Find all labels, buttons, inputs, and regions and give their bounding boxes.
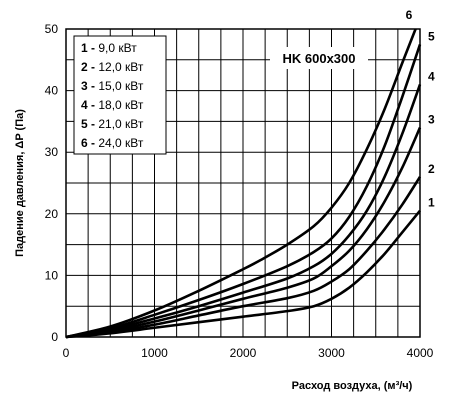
legend-entry-4: 4 - 18,0 кВт bbox=[81, 98, 144, 112]
legend-entry-2: 2 - 12,0 кВт bbox=[81, 60, 144, 74]
curve-label-3: 3 bbox=[428, 113, 435, 127]
curve-label-6: 6 bbox=[406, 8, 413, 22]
curve-labels: 1 2 3 4 5 6 bbox=[406, 8, 435, 210]
y-tick-label: 10 bbox=[45, 268, 59, 282]
series-line-2 bbox=[65, 176, 422, 339]
series-line-5 bbox=[65, 43, 422, 339]
y-tick-label: 20 bbox=[45, 207, 59, 221]
legend-number: 4 - bbox=[81, 98, 95, 112]
curve-label-4: 4 bbox=[428, 69, 435, 83]
annotation-background bbox=[270, 47, 368, 69]
legend-number: 2 - bbox=[81, 60, 95, 74]
legend-entry-1: 1 - 9,0 кВт bbox=[81, 41, 137, 55]
x-tick-label: 3000 bbox=[318, 346, 345, 360]
legend-series-name: 12,0 кВт bbox=[95, 60, 144, 74]
series-line-6 bbox=[65, 28, 417, 339]
legend-series-name: 18,0 кВт bbox=[95, 98, 144, 112]
series-line-1 bbox=[65, 209, 422, 339]
x-tick-label: 0 bbox=[63, 346, 70, 360]
plot-frame bbox=[65, 28, 421, 338]
legend-series-name: 9,0 кВт bbox=[95, 41, 137, 55]
legend-series-name: 24,0 кВт bbox=[95, 136, 144, 150]
legend-number: 5 - bbox=[81, 117, 95, 131]
legend-series-name: 21,0 кВт bbox=[95, 117, 144, 131]
legend-entry-6: 6 - 24,0 кВт bbox=[81, 136, 144, 150]
y-tick-label: 30 bbox=[45, 145, 59, 159]
x-tick-label: 4000 bbox=[407, 346, 434, 360]
annotation-box: HK 600x300 bbox=[270, 47, 368, 69]
annotation-label: HK 600x300 bbox=[283, 51, 356, 66]
y-axis-ticks: 0 10 20 30 40 50 bbox=[45, 22, 59, 344]
x-axis-title: Расход воздуха, (м³/ч) bbox=[292, 380, 413, 392]
y-tick-label: 0 bbox=[51, 330, 58, 344]
legend-box bbox=[73, 35, 167, 155]
y-axis-title: Падение давления, ΔP (Па) bbox=[14, 109, 26, 257]
legend-number: 1 - bbox=[81, 41, 95, 55]
x-tick-label: 1000 bbox=[141, 346, 168, 360]
grid bbox=[66, 29, 420, 337]
curve-label-1: 1 bbox=[428, 196, 435, 210]
legend-number: 3 - bbox=[81, 79, 95, 93]
curves bbox=[65, 28, 422, 339]
y-tick-label: 40 bbox=[45, 84, 59, 98]
legend-entry-5: 5 - 21,0 кВт bbox=[81, 117, 144, 131]
curve-label-2: 2 bbox=[428, 162, 435, 176]
legend-number: 6 - bbox=[81, 136, 95, 150]
x-tick-label: 2000 bbox=[230, 346, 257, 360]
curve-label-5: 5 bbox=[428, 29, 435, 43]
y-tick-label: 50 bbox=[45, 22, 59, 36]
legend-series-name: 15,0 кВт bbox=[95, 79, 144, 93]
series-line-4 bbox=[65, 84, 422, 339]
x-axis-ticks: 0 1000 2000 3000 4000 bbox=[63, 346, 434, 360]
series-line-3 bbox=[65, 127, 422, 339]
legend-entry-3: 3 - 15,0 кВт bbox=[81, 79, 144, 93]
